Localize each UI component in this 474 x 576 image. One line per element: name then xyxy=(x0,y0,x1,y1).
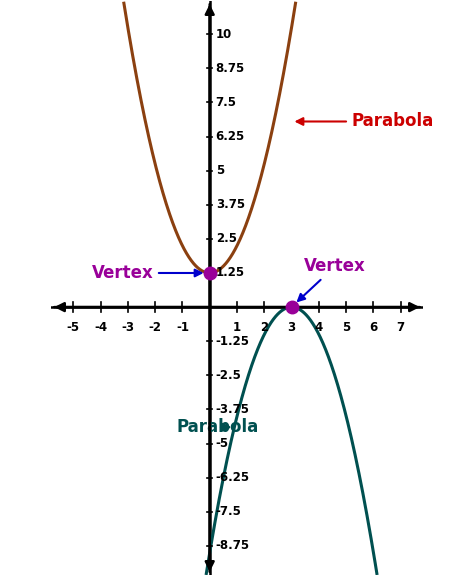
Text: Vertex: Vertex xyxy=(298,257,366,301)
Text: -2.5: -2.5 xyxy=(216,369,242,382)
Text: 7.5: 7.5 xyxy=(216,96,237,109)
Text: 1.25: 1.25 xyxy=(216,267,245,279)
Text: 10: 10 xyxy=(216,28,232,41)
Text: -4: -4 xyxy=(94,321,107,334)
Text: -7.5: -7.5 xyxy=(216,505,242,518)
Text: -6.25: -6.25 xyxy=(216,471,250,484)
Text: -5: -5 xyxy=(216,437,229,450)
Text: Vertex: Vertex xyxy=(91,264,201,282)
Text: 3: 3 xyxy=(288,321,296,334)
Text: 4: 4 xyxy=(315,321,323,334)
Text: 6: 6 xyxy=(369,321,378,334)
Text: Parabola: Parabola xyxy=(297,112,434,131)
Text: -3.75: -3.75 xyxy=(216,403,250,416)
Text: -1: -1 xyxy=(176,321,189,334)
Text: 8.75: 8.75 xyxy=(216,62,245,75)
Text: 2.5: 2.5 xyxy=(216,232,237,245)
Text: -8.75: -8.75 xyxy=(216,540,250,552)
Text: 7: 7 xyxy=(397,321,405,334)
Text: 5: 5 xyxy=(216,164,224,177)
Text: 3.75: 3.75 xyxy=(216,198,245,211)
Text: 6.25: 6.25 xyxy=(216,130,245,143)
Text: 1: 1 xyxy=(233,321,241,334)
Text: -5: -5 xyxy=(67,321,80,334)
Text: -2: -2 xyxy=(149,321,162,334)
Text: -1.25: -1.25 xyxy=(216,335,250,348)
Text: -3: -3 xyxy=(121,321,134,334)
Text: 5: 5 xyxy=(342,321,350,334)
Text: Parabola: Parabola xyxy=(177,418,259,436)
Text: 2: 2 xyxy=(260,321,268,334)
